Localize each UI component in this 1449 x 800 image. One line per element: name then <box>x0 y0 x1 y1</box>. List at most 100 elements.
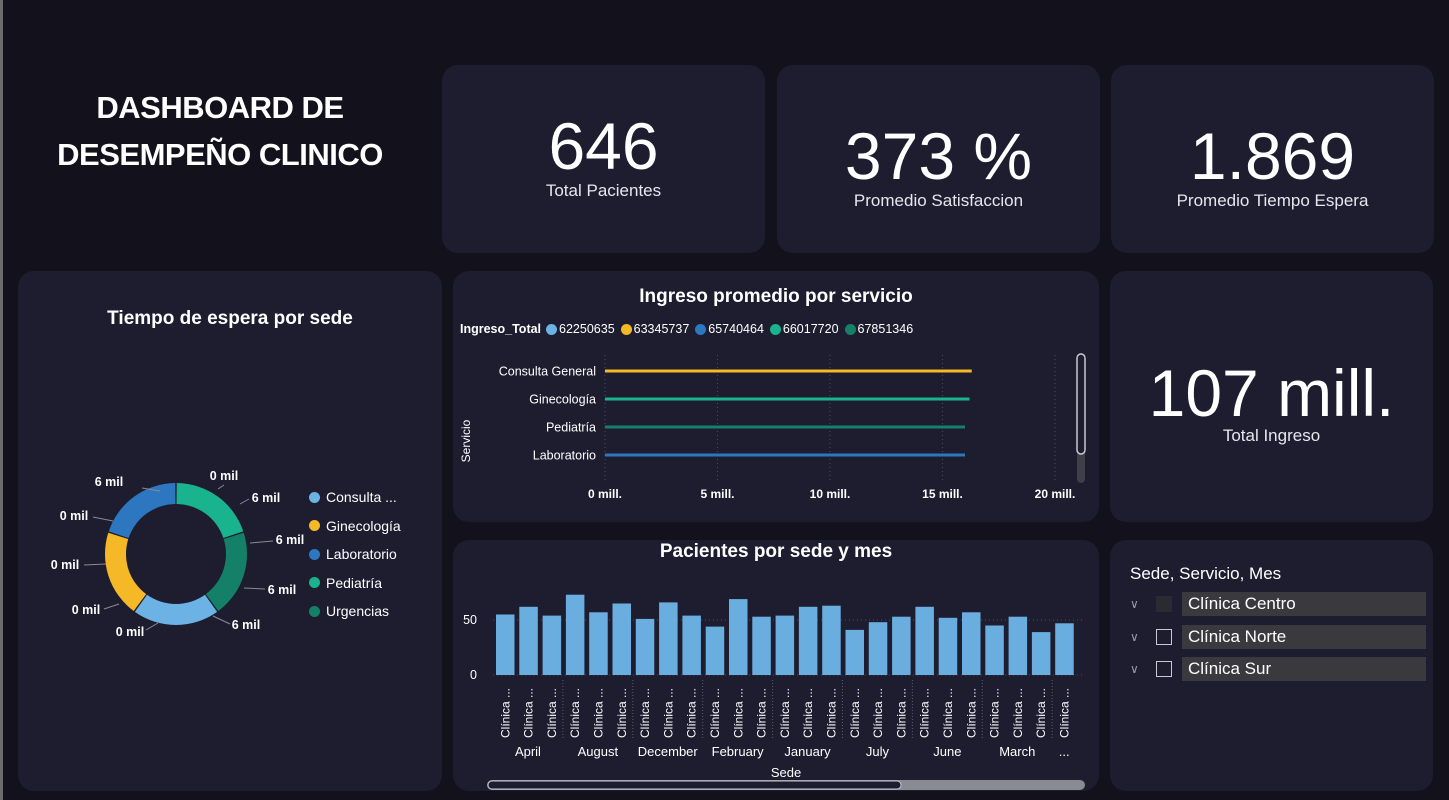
ingreso-x-tick: 10 mill. <box>810 487 851 501</box>
pacientes-y-tick: 50 <box>463 613 477 627</box>
pacientes-month-label: March <box>999 744 1035 759</box>
ingreso-scrollbar-thumb[interactable] <box>1076 353 1086 455</box>
slicer-checkbox[interactable] <box>1156 596 1172 612</box>
window-frame-edge <box>0 0 3 800</box>
donut-legend-label: Consulta ... <box>326 489 397 505</box>
ingreso-legend: Ingreso_Total 62250635 63345737 65740464 66… <box>460 322 913 336</box>
donut-chart[interactable]: 6 mil 0 mil 6 mil 0 mil 6 mil 0 mil 6 mil 0 mil… <box>18 271 442 791</box>
chevron-down-icon[interactable]: ∨ <box>1130 662 1139 676</box>
ingreso-x-tick: 15 mill. <box>922 487 963 501</box>
chevron-down-icon[interactable]: ∨ <box>1130 597 1139 611</box>
ingreso-category-label: Pediatría <box>546 421 596 435</box>
kpi-card-total-ingreso[interactable]: 107 mill. Total Ingreso <box>1110 271 1433 522</box>
legend-dot-icon <box>309 577 320 588</box>
pacientes-x-label: Clínica ... <box>661 688 675 738</box>
pacientes-bar[interactable] <box>635 618 655 675</box>
pacientes-x-label: Clínica ... <box>1034 688 1048 738</box>
kpi-satisfaccion-value: 373 % <box>844 119 1033 193</box>
ingreso-legend-item[interactable]: 63345737 <box>620 322 690 336</box>
donut-legend-item[interactable]: Consulta ... <box>309 489 397 505</box>
ingreso-legend-label: 63345737 <box>633 322 690 336</box>
ingreso-chart-card[interactable]: Ingreso promedio por servicio Ingreso_To… <box>453 271 1099 522</box>
donut-leader-line <box>239 498 250 505</box>
chevron-down-icon[interactable]: ∨ <box>1130 629 1139 644</box>
donut-leader-line <box>103 603 120 610</box>
pacientes-bar[interactable] <box>938 617 958 675</box>
kpi-card-promedio-satisfaccion[interactable]: 373 % Promedio Satisfaccion <box>777 65 1100 253</box>
ingreso-category-label: Consulta General <box>499 365 596 379</box>
donut-slice-pediatr-a[interactable] <box>176 483 244 539</box>
kpi-card-total-pacientes[interactable]: 646 Total Pacientes <box>442 65 765 253</box>
pacientes-bar[interactable] <box>915 606 934 675</box>
pacientes-scrollbar-thumb[interactable] <box>487 780 902 790</box>
pacientes-bar[interactable] <box>868 622 888 675</box>
pacientes-bar[interactable] <box>845 629 865 675</box>
pacientes-chart-title: Pacientes por sede y mes <box>659 541 893 562</box>
ingreso-bar[interactable] <box>605 425 965 429</box>
ingreso-x-tick: 5 mill. <box>700 487 734 501</box>
legend-dot-icon <box>546 323 558 335</box>
pacientes-bar[interactable] <box>822 605 841 675</box>
pacientes-x-label: Clínica ... <box>1011 688 1025 738</box>
ingreso-bar[interactable] <box>605 397 970 401</box>
pacientes-bar[interactable] <box>775 615 795 675</box>
pacientes-month-label: April <box>515 744 541 759</box>
pacientes-bar[interactable] <box>752 616 771 675</box>
pacientes-bar[interactable] <box>519 606 538 675</box>
slicer-checkbox[interactable] <box>1156 628 1172 645</box>
slicer-checkbox[interactable] <box>1156 661 1172 677</box>
pacientes-bar[interactable] <box>1055 623 1074 675</box>
pacientes-x-label: Clínica ... <box>848 688 862 738</box>
ingreso-legend-item[interactable]: 67851346 <box>844 322 913 336</box>
ingreso-bar[interactable] <box>605 453 965 457</box>
slicer-item[interactable]: ∨ Clínica Norte <box>1130 624 1426 649</box>
pacientes-bar[interactable] <box>542 615 562 675</box>
donut-data-label: 0 mil <box>72 603 101 617</box>
pacientes-bar[interactable] <box>496 614 515 676</box>
pacientes-bar[interactable] <box>565 594 585 675</box>
pacientes-bar[interactable] <box>589 612 608 675</box>
pacientes-bar[interactable] <box>682 615 701 675</box>
ingreso-x-tick: 20 mill. <box>1035 487 1076 501</box>
pacientes-bar[interactable] <box>962 612 981 675</box>
donut-legend-item[interactable]: Ginecología <box>309 518 401 534</box>
kpi-card-tiempo-espera[interactable]: 1.869 Promedio Tiempo Espera <box>1111 65 1434 253</box>
pacientes-bar[interactable] <box>705 626 725 675</box>
donut-slice-ginecolog-a[interactable] <box>105 532 147 611</box>
donut-legend-label: Urgencias <box>326 603 390 619</box>
pacientes-month-label: June <box>933 744 961 759</box>
slicer-item[interactable]: ∨ Clínica Centro <box>1130 592 1426 616</box>
donut-slice-consulta-general[interactable] <box>134 594 218 625</box>
donut-leader-line <box>141 487 161 492</box>
ingreso-legend-item[interactable]: 66017720 <box>769 322 839 336</box>
donut-data-label: 0 mil <box>51 558 80 572</box>
donut-legend-item[interactable]: Pediatría <box>309 575 382 591</box>
ingreso-bar-chart[interactable]: Consulta General Ginecología Pediatría Labo… <box>453 271 1099 522</box>
ingreso-bar[interactable] <box>605 369 972 373</box>
pacientes-bar[interactable] <box>659 602 678 675</box>
donut-card-tiempo-espera[interactable]: Tiempo de espera por sede 6 mil 0 mil 6 mi… <box>18 271 442 791</box>
pacientes-bar[interactable] <box>1008 616 1028 675</box>
pacientes-bar[interactable] <box>985 625 1004 676</box>
pacientes-bar[interactable] <box>612 603 632 676</box>
pacientes-bar[interactable] <box>729 599 748 675</box>
pacientes-bar-chart[interactable]: 0 50 Clínica ... Clínica ... Clínica ... Clí… <box>453 540 1099 791</box>
pacientes-bar[interactable] <box>1031 632 1051 675</box>
pacientes-x-label: Clínica ... <box>964 688 978 738</box>
pacientes-bar[interactable] <box>892 616 911 675</box>
ingreso-legend-item[interactable]: 65740464 <box>695 322 764 336</box>
donut-slice-laboratorio[interactable] <box>108 483 176 539</box>
pacientes-chart-card[interactable]: Pacientes por sede y mes 0 50 Clínica ...… <box>453 540 1099 791</box>
legend-dot-icon <box>769 323 781 335</box>
donut-legend-item[interactable]: Urgencias <box>309 603 389 619</box>
pacientes-bar[interactable] <box>798 606 818 675</box>
donut-data-label: 0 mil <box>210 469 239 483</box>
slicer-card[interactable]: Sede, Servicio, Mes ∨ Clínica Centro ∨ Clín… <box>1110 540 1433 791</box>
ingreso-chart-title: Ingreso promedio por servicio <box>639 286 913 307</box>
donut-legend-item[interactable]: Laboratorio <box>309 546 397 562</box>
kpi-total-ingreso-label: Total Ingreso <box>1222 426 1321 445</box>
ingreso-legend-item[interactable]: 62250635 <box>546 322 615 336</box>
donut-slice-urgencias[interactable] <box>205 532 247 611</box>
slicer-item[interactable]: ∨ Clínica Sur <box>1130 657 1426 681</box>
pacientes-month-label: January <box>784 744 831 759</box>
